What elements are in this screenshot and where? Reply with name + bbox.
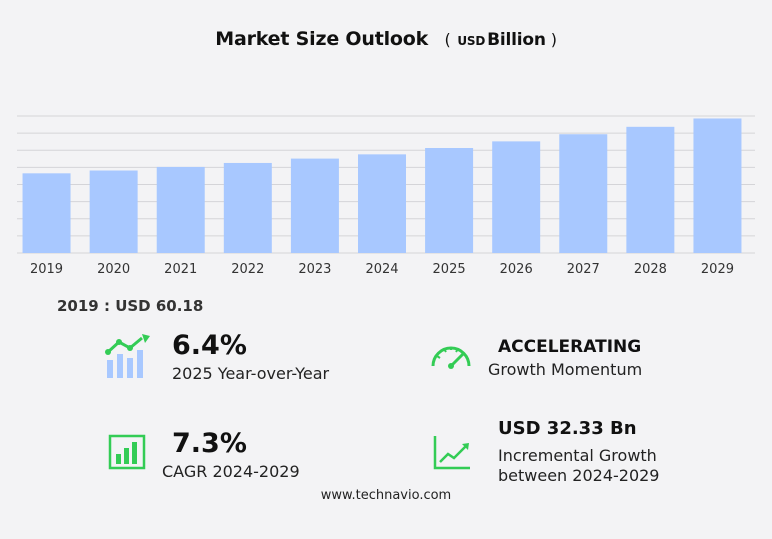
kpi-incremental: USD 32.33 Bn Incremental Growth between … — [498, 418, 659, 486]
x-tick-label: 2021 — [164, 262, 197, 277]
kpi-cagr-label: CAGR 2024-2029 — [162, 462, 300, 481]
kpi-incremental-value: USD 32.33 Bn — [498, 418, 637, 439]
kpi-incremental-label-1: Incremental Growth — [498, 446, 657, 465]
x-tick-label: 2023 — [298, 262, 331, 277]
bar-2024 — [358, 154, 406, 253]
kpi-yoy-value: 6.4% — [172, 330, 247, 361]
bar-chart-icon — [108, 434, 146, 470]
x-tick-label: 2026 — [500, 262, 533, 277]
kpi-cagr: 7.3% CAGR 2024-2029 — [162, 429, 300, 482]
speedometer-icon — [431, 346, 471, 369]
x-tick-label: 2029 — [701, 262, 734, 277]
bar-2025 — [425, 148, 474, 253]
title-unit: ( USD Billion ) — [444, 30, 557, 50]
kpi-momentum-value: ACCELERATING — [498, 337, 642, 357]
x-tick-label: 2020 — [97, 262, 130, 277]
bar-2028 — [626, 126, 675, 253]
base-year-value: 2019 : USD 60.18 — [57, 297, 204, 315]
x-tick-label: 2024 — [365, 262, 398, 277]
trend-line-icon — [433, 436, 470, 470]
x-tick-label: 2027 — [567, 262, 600, 277]
bar-2020 — [89, 170, 138, 253]
kpi-cagr-value: 7.3% — [172, 428, 247, 459]
bar-2027 — [559, 134, 608, 253]
kpi-momentum-label: Growth Momentum — [488, 360, 643, 379]
bar-2029 — [693, 118, 742, 253]
x-tick-label: 2025 — [433, 262, 466, 277]
bar-2026 — [492, 141, 541, 253]
chart-x-labels: 2019 2020 2021 2022 2023 2024 2025 2026 2027 2028… — [30, 262, 734, 277]
kpi-momentum: ACCELERATING Growth Momentum — [488, 336, 642, 380]
kpi-yoy-label: 2025 Year-over-Year — [172, 364, 330, 383]
bar-2019 — [22, 173, 71, 253]
chart-title: Market Size Outlook ( USD Billion ) — [0, 28, 772, 50]
footer-url: www.technavio.com — [320, 488, 452, 503]
bar-2023 — [290, 158, 339, 253]
x-tick-label: 2019 — [30, 262, 63, 277]
bar-2021 — [156, 166, 205, 253]
kpi-yoy: 6.4% 2025 Year-over-Year — [172, 331, 329, 384]
bar-2022 — [223, 162, 272, 253]
chart-bars — [22, 118, 742, 253]
title-main: Market Size Outlook — [215, 28, 429, 50]
bar-chart: 2019 2020 2021 2022 2023 2024 2025 2026 2027 2028… — [17, 115, 755, 277]
kpi-incremental-label-2: between 2024-2029 — [498, 466, 660, 485]
x-tick-label: 2022 — [231, 262, 264, 277]
growth-chart-icon — [105, 334, 150, 378]
x-tick-label: 2028 — [634, 262, 667, 277]
